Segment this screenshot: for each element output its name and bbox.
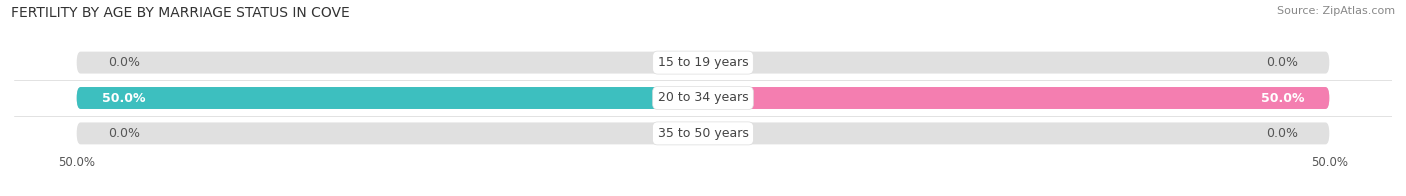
Text: 0.0%: 0.0% [1265,56,1298,69]
Text: 0.0%: 0.0% [108,56,141,69]
FancyBboxPatch shape [703,122,747,144]
FancyBboxPatch shape [77,87,1329,109]
Legend: Married, Unmarried: Married, Unmarried [616,192,790,196]
FancyBboxPatch shape [77,122,1329,144]
Text: 0.0%: 0.0% [108,127,141,140]
Text: Source: ZipAtlas.com: Source: ZipAtlas.com [1277,6,1395,16]
Text: 50.0%: 50.0% [101,92,145,104]
Text: 50.0%: 50.0% [1261,92,1305,104]
Text: 15 to 19 years: 15 to 19 years [658,56,748,69]
FancyBboxPatch shape [703,87,1329,109]
FancyBboxPatch shape [659,52,703,74]
Text: 20 to 34 years: 20 to 34 years [658,92,748,104]
Text: 35 to 50 years: 35 to 50 years [658,127,748,140]
Text: 0.0%: 0.0% [1265,127,1298,140]
FancyBboxPatch shape [703,52,747,74]
FancyBboxPatch shape [77,87,703,109]
Text: FERTILITY BY AGE BY MARRIAGE STATUS IN COVE: FERTILITY BY AGE BY MARRIAGE STATUS IN C… [11,6,350,20]
FancyBboxPatch shape [659,122,703,144]
FancyBboxPatch shape [77,52,1329,74]
